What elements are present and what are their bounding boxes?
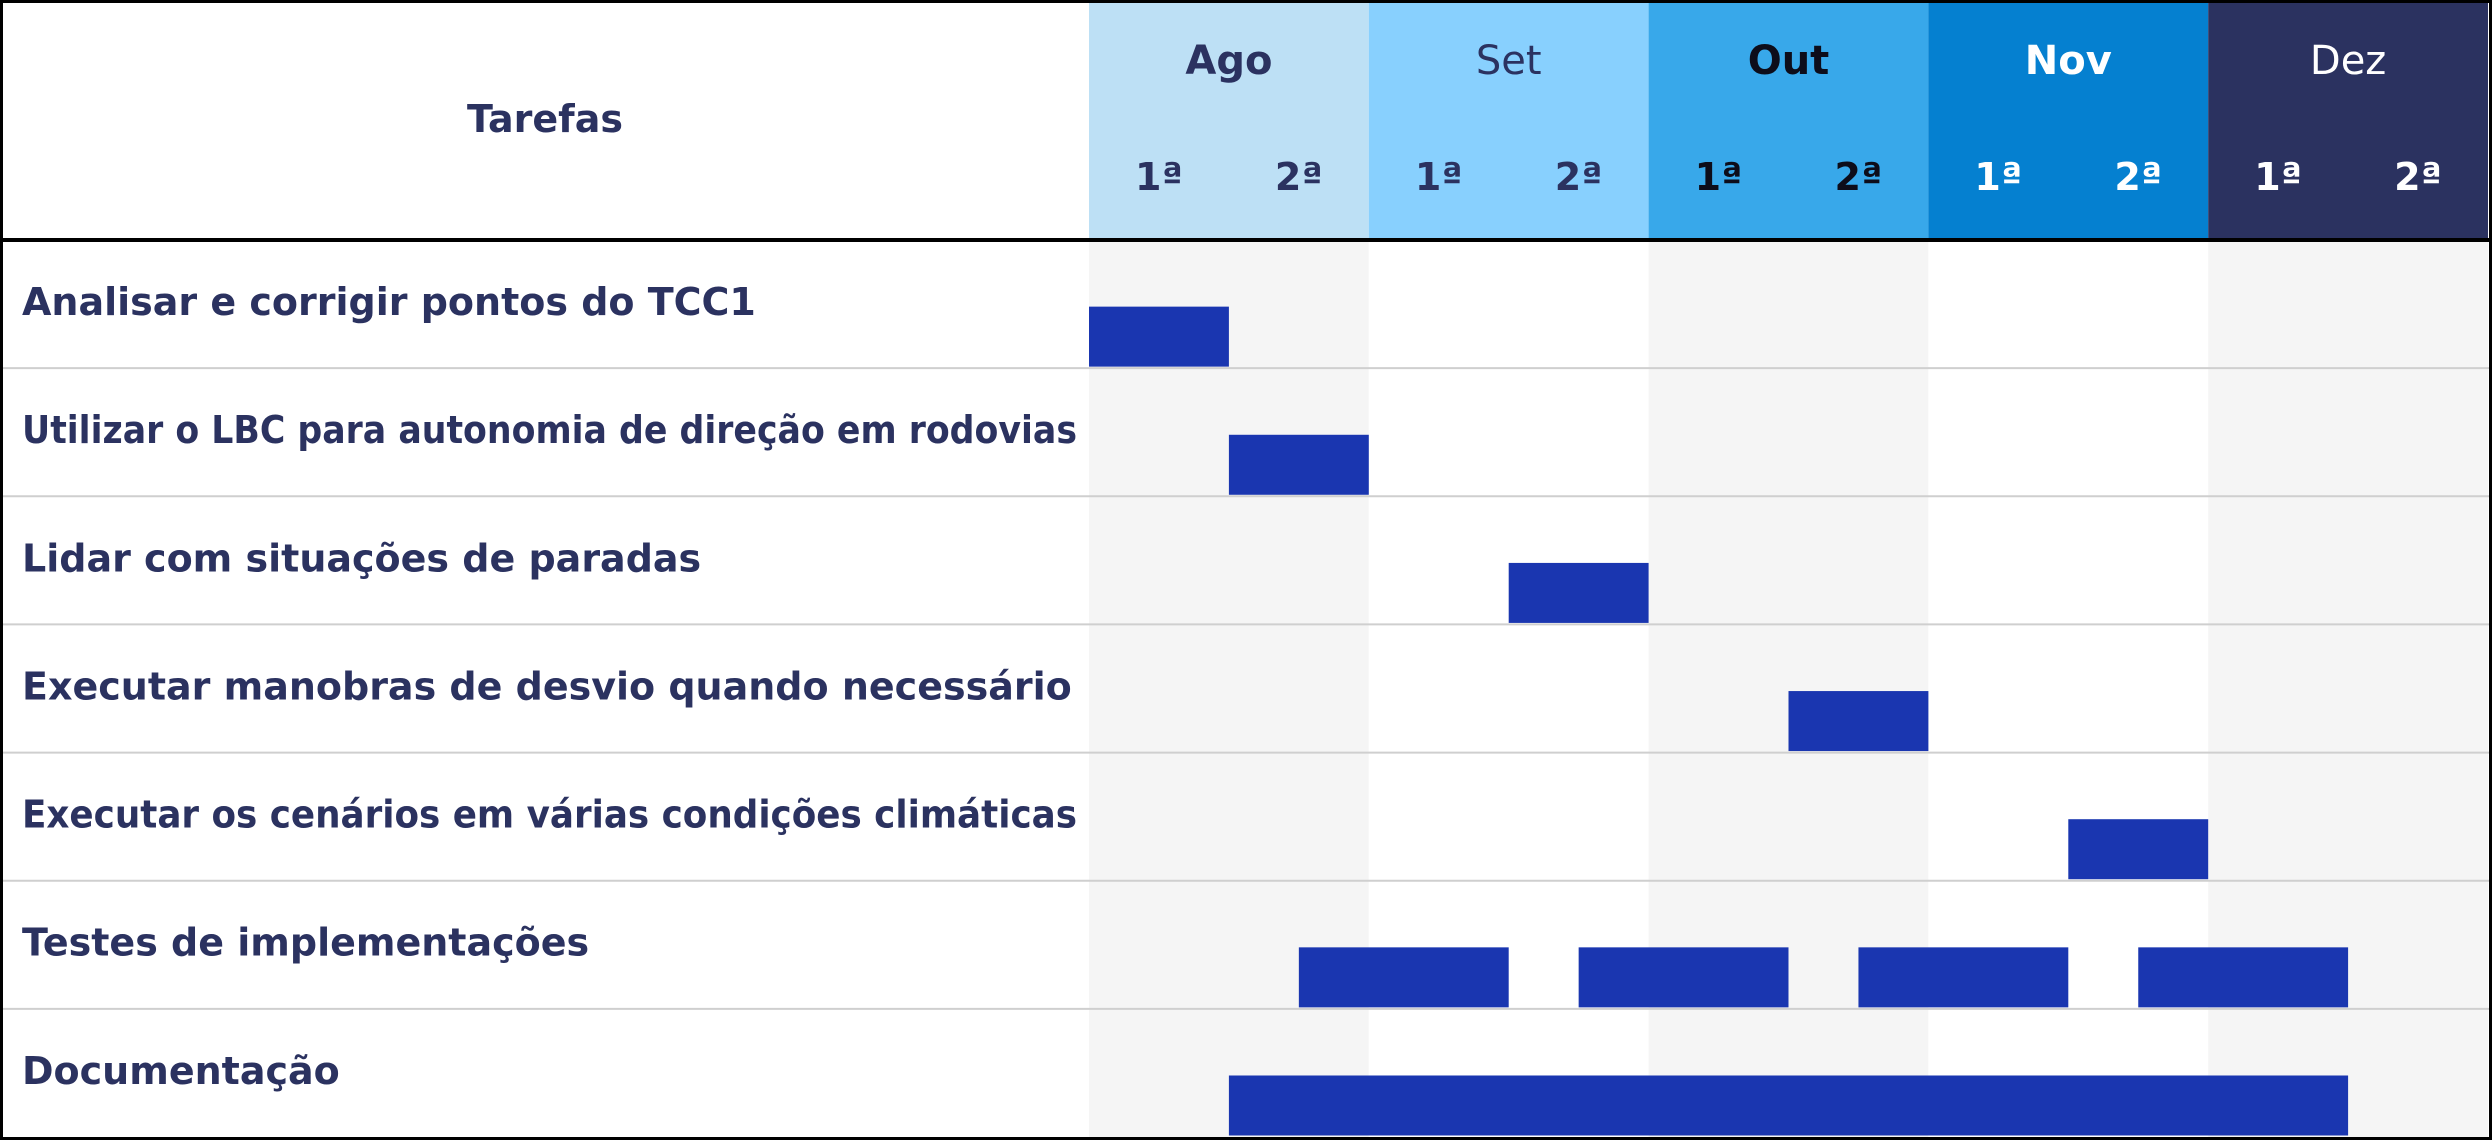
half-month-label: 2ª — [2394, 155, 2442, 199]
task-bar — [1508, 562, 1649, 623]
month-label: Set — [1476, 38, 1542, 84]
task-bar — [1298, 947, 1509, 1008]
timeline-header: Ago 1ª 2ª Set 1ª 2ª Out 1ª 2ª Nov 1ª 2ª Dez 1ª 2ª — [1089, 0, 2488, 240]
task-bar — [1788, 691, 1929, 752]
task-label: Testes de implementações — [22, 921, 589, 965]
month-label: Dez — [2310, 38, 2386, 84]
half-month-label: 2ª — [1835, 155, 1883, 199]
task-bar — [2068, 819, 2209, 880]
half-month-label: 2ª — [2114, 155, 2162, 199]
task-bar — [2138, 947, 2349, 1008]
month-label: Out — [1748, 38, 1830, 84]
task-bars — [1089, 306, 2349, 1136]
task-bar — [1858, 947, 2069, 1008]
task-bar — [1578, 947, 1789, 1008]
half-month-label: 1ª — [1974, 155, 2022, 199]
task-label: Utilizar o LBC para autonomia de direção… — [22, 408, 1077, 452]
half-month-label: 1ª — [1135, 155, 1183, 199]
task-label: Lidar com situações de paradas — [22, 536, 701, 580]
month-label: Nov — [2025, 38, 2112, 84]
task-bar — [1089, 306, 1229, 367]
month-header-cell — [1928, 0, 2209, 240]
task-label: Analisar e corrigir pontos do TCC1 — [22, 280, 756, 324]
task-column-header: Tarefas — [467, 97, 623, 141]
task-bar — [1228, 1075, 2349, 1136]
task-label: Executar manobras de desvio quando neces… — [22, 664, 1072, 708]
half-month-label: 2ª — [1275, 155, 1323, 199]
month-label: Ago — [1185, 38, 1272, 84]
month-header-cell — [2208, 0, 2488, 240]
row-separators — [0, 367, 2492, 1010]
half-month-label: 1ª — [2254, 155, 2302, 199]
half-month-label: 2ª — [1555, 155, 1603, 199]
month-header-cell — [1368, 0, 1649, 240]
half-month-label: 1ª — [1695, 155, 1743, 199]
half-month-label: 1ª — [1415, 155, 1463, 199]
task-label: Executar os cenários em várias condições… — [22, 793, 1077, 837]
month-header-cell — [1648, 0, 1929, 240]
task-labels: Analisar e corrigir pontos do TCC1 Utiliz… — [22, 280, 1077, 1093]
task-label: Documentação — [22, 1049, 340, 1093]
month-header-cell — [1089, 0, 1369, 240]
task-bar — [1228, 434, 1369, 495]
